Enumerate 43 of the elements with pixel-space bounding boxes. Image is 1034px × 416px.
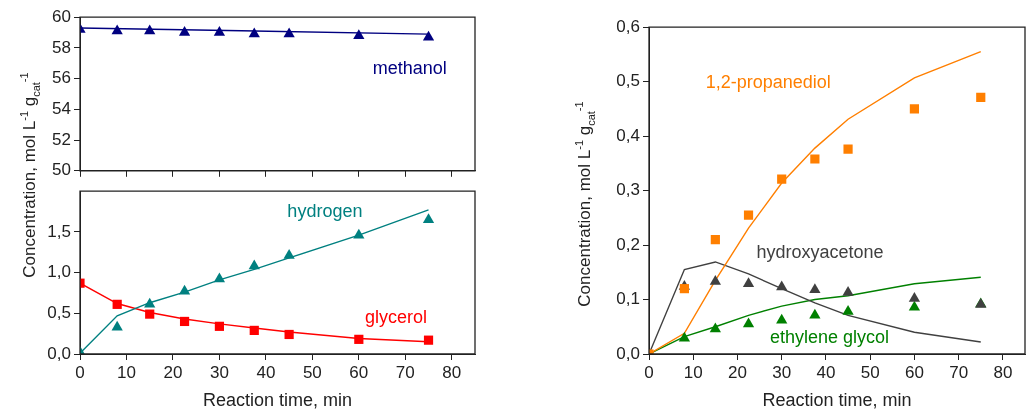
x-tick-label: 0 — [644, 362, 654, 382]
y-tick-label: 0,0 — [616, 343, 640, 363]
y-tick-label: 50 — [52, 160, 71, 180]
y-tick-label: 0,4 — [616, 125, 640, 145]
series-label: glycerol — [364, 307, 428, 328]
x-tick-label: 0 — [75, 362, 85, 382]
series-label: ethylene glycol — [769, 326, 890, 347]
x-tick-label: 30 — [772, 362, 792, 382]
x-tick-label: 60 — [349, 362, 369, 382]
x-tick-label: 50 — [302, 362, 322, 382]
series-label: hydrogen — [287, 201, 363, 222]
y-tick-label: 0,6 — [616, 16, 640, 36]
x-tick-label: 50 — [860, 362, 880, 382]
series-label: hydroxyacetone — [756, 241, 884, 262]
y-tick-label: 56 — [52, 68, 71, 88]
y-tick-label: 60 — [52, 6, 71, 26]
y-tick-label: 58 — [52, 37, 71, 57]
x-axis-title: Reaction time, min — [762, 390, 912, 411]
y-tick-label: 0,0 — [47, 343, 71, 363]
y-tick-label: 1,5 — [47, 221, 71, 241]
y-tick-label: 1,0 — [47, 262, 71, 282]
y-tick-label: 52 — [52, 129, 71, 149]
y-tick-label: 54 — [52, 99, 71, 119]
y-tick-label: 0,2 — [616, 234, 640, 254]
x-tick-label: 80 — [993, 362, 1013, 382]
series-label: methanol — [372, 58, 447, 79]
x-axis-title: Reaction time, min — [202, 390, 353, 411]
x-tick-label: 70 — [949, 362, 969, 382]
x-tick-label: 40 — [256, 362, 276, 382]
y-tick-label: 0,1 — [616, 289, 640, 309]
x-tick-label: 10 — [683, 362, 703, 382]
y-tick-label: 0,5 — [616, 71, 640, 91]
x-tick-label: 80 — [442, 362, 462, 382]
text: 1,2-propanediol — [705, 71, 831, 92]
y-tick-label: 0,5 — [47, 302, 71, 322]
x-tick-label: 20 — [163, 362, 183, 382]
x-tick-label: 20 — [728, 362, 747, 382]
x-tick-label: 30 — [209, 362, 229, 382]
x-tick-label: 40 — [816, 362, 836, 382]
x-tick-label: 70 — [395, 362, 415, 382]
x-tick-label: 60 — [904, 362, 924, 382]
y-tick-label: 0,3 — [616, 180, 640, 200]
x-tick-label: 10 — [117, 362, 136, 382]
